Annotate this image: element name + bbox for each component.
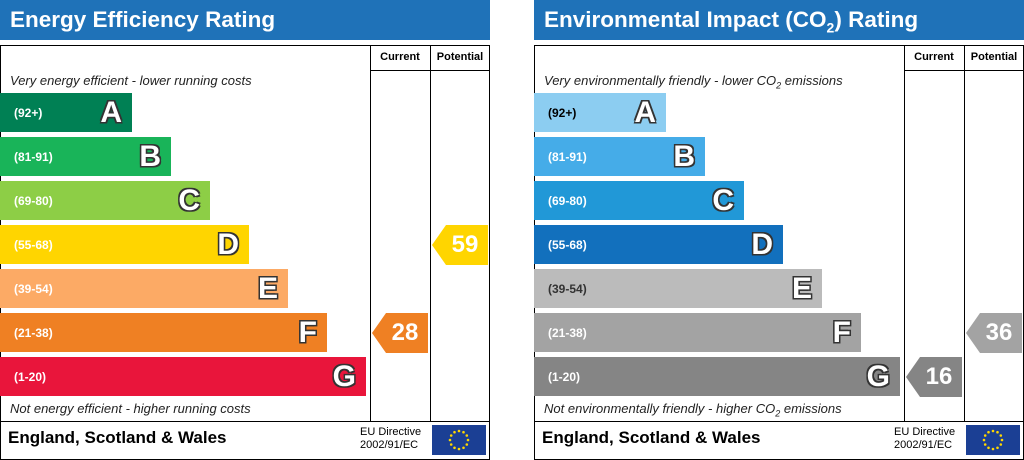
current-column-header: Current <box>914 51 954 63</box>
region-label: England, Scotland & Wales <box>542 428 761 447</box>
band-range-label: (81-91) <box>14 149 53 164</box>
band-letter: D <box>217 227 239 261</box>
top-caption: Very energy efficient - lower running co… <box>10 73 252 88</box>
bottom-caption: Not energy efficient - higher running co… <box>10 401 251 416</box>
rating-band-f: (21-38) F <box>534 313 861 352</box>
directive-line-2: 2002/91/EC <box>894 439 953 451</box>
column-divider <box>370 45 371 422</box>
current-column-header: Current <box>380 51 420 63</box>
potential-column-header: Potential <box>970 51 1018 63</box>
directive-line-1: EU Directive <box>360 426 422 438</box>
bottom-caption: Not environmentally friendly - higher CO… <box>544 401 842 419</box>
directive-line-2: 2002/91/EC <box>360 439 419 451</box>
eu-directive-label: EU Directive 2002/91/EC <box>360 426 421 452</box>
band-letter: D <box>751 227 773 261</box>
band-range-label: (55-68) <box>548 237 587 252</box>
band-range-label: (39-54) <box>14 281 53 296</box>
rating-band-g: (1-20) G <box>0 357 366 396</box>
top-caption: Very environmentally friendly - lower CO… <box>544 73 843 91</box>
rating-band-a: (92+) A <box>534 93 666 132</box>
band-letter: B <box>139 139 161 173</box>
column-divider <box>430 45 431 422</box>
band-letter: F <box>832 315 851 349</box>
band-range-label: (21-38) <box>548 325 587 340</box>
header-divider <box>904 70 1024 71</box>
directive-line-1: EU Directive <box>894 426 956 438</box>
rating-band-e: (39-54) E <box>534 269 822 308</box>
potential-rating-arrow: 59 <box>432 225 488 265</box>
rating-band-c: (69-80) C <box>534 181 744 220</box>
band-range-label: (92+) <box>14 105 43 120</box>
band-range-label: (55-68) <box>14 237 53 252</box>
header-divider <box>370 70 490 71</box>
band-range-label: (81-91) <box>548 149 587 164</box>
current-rating-arrow: 28 <box>372 313 428 353</box>
band-letter: A <box>100 95 122 129</box>
footer-divider <box>534 421 1024 422</box>
band-range-label: (1-20) <box>14 369 47 384</box>
rating-band-a: (92+) A <box>0 93 132 132</box>
band-letter: C <box>712 183 734 217</box>
band-range-label: (21-38) <box>14 325 53 340</box>
rating-band-b: (81-91) B <box>0 137 171 176</box>
rating-band-c: (69-80) C <box>0 181 210 220</box>
rating-band-e: (39-54) E <box>0 269 288 308</box>
band-letter: C <box>178 183 200 217</box>
band-letter: G <box>332 359 356 393</box>
band-range-label: (69-80) <box>14 193 53 208</box>
panel-title: Environmental Impact (CO2) Rating <box>534 0 1024 40</box>
band-range-label: (69-80) <box>548 193 587 208</box>
column-divider <box>904 45 905 422</box>
band-letter: E <box>791 271 812 305</box>
rating-band-f: (21-38) F <box>0 313 327 352</box>
eu-directive-label: EU Directive 2002/91/EC <box>894 426 955 452</box>
band-letter: G <box>866 359 890 393</box>
rating-band-d: (55-68) D <box>534 225 783 264</box>
environmental-impact-panel: Environmental Impact (CO2) Rating Curren… <box>534 0 1024 460</box>
band-letter: A <box>634 95 656 129</box>
band-range-label: (39-54) <box>548 281 587 296</box>
band-range-label: (1-20) <box>548 369 581 384</box>
rating-band-g: (1-20) G <box>534 357 900 396</box>
eu-flag-icon <box>966 425 1020 455</box>
eu-flag-icon <box>432 425 486 455</box>
potential-column-header: Potential <box>436 51 484 63</box>
energy-efficiency-panel: Energy Efficiency Rating Current Potenti… <box>0 0 490 460</box>
band-range-label: (92+) <box>548 105 577 120</box>
band-letter: B <box>673 139 695 173</box>
footer-divider <box>0 421 490 422</box>
region-label: England, Scotland & Wales <box>8 428 227 447</box>
rating-band-d: (55-68) D <box>0 225 249 264</box>
column-divider <box>964 45 965 422</box>
panel-title: Energy Efficiency Rating <box>0 0 490 40</box>
band-letter: E <box>257 271 278 305</box>
rating-band-b: (81-91) B <box>534 137 705 176</box>
band-letter: F <box>298 315 317 349</box>
